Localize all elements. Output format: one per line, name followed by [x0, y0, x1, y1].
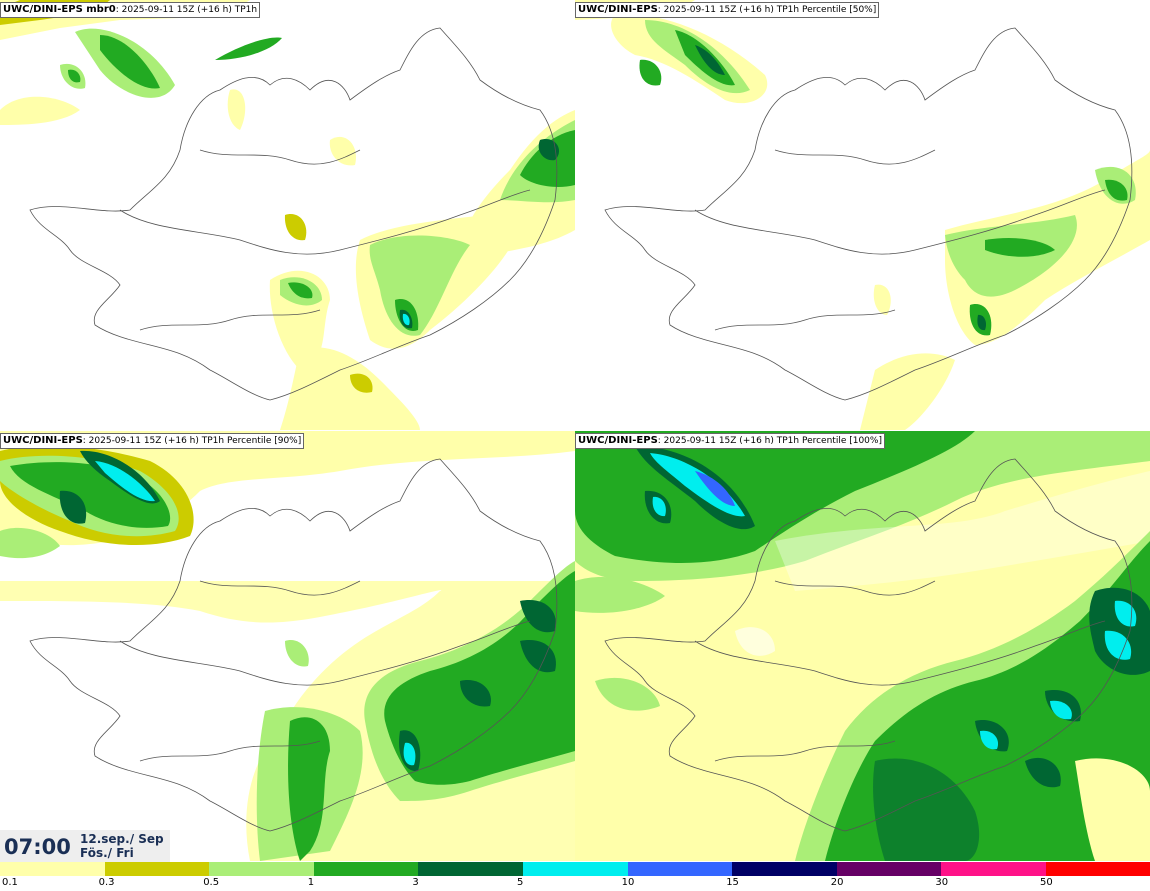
- colorbar-tick-label: 50: [1040, 877, 1053, 888]
- iceland-coastline: [29, 27, 558, 401]
- colorbar-tick-label: 0.1: [2, 877, 18, 888]
- colorbar-segment: [523, 862, 629, 876]
- colorbar-segment: [418, 862, 524, 876]
- panel-title: UWC/DINI-EPS: 2025-09-11 15Z (+16 h) TP1…: [575, 2, 880, 18]
- colorbar-tick-label: 15: [726, 877, 739, 888]
- valid-day: Fös./ Fri: [80, 846, 134, 860]
- colorbar-segment: [627, 862, 734, 876]
- panel-title: UWC/DINI-EPS mbr0: 2025-09-11 15Z (+16 h…: [0, 2, 261, 18]
- panel-title: UWC/DINI-EPS: 2025-09-11 15Z (+16 h) TP1…: [0, 433, 305, 449]
- precip-field: [575, 431, 1150, 861]
- panel-title: UWC/DINI-EPS: 2025-09-11 15Z (+16 h) TP1…: [575, 433, 885, 449]
- colorbar-segment: [941, 862, 1047, 876]
- precip-field: [0, 0, 575, 430]
- map-panel-p100: UWC/DINI-EPS: 2025-09-11 15Z (+16 h) TP1…: [575, 431, 1150, 861]
- colorbar-tick-label: 10: [621, 877, 635, 888]
- colorbar-tick-label: 5: [517, 877, 524, 888]
- map-panel-mbr0: UWC/DINI-EPS mbr0: 2025-09-11 15Z (+16 h…: [0, 0, 575, 430]
- colorbar-segment: [732, 862, 838, 876]
- valid-date: 12.sep./ Sep: [80, 832, 164, 846]
- precip-field: [575, 0, 1150, 430]
- iceland-coastline: [604, 458, 1133, 832]
- colorbar-tick-label: 0.5: [203, 877, 220, 888]
- colorbar-segment: [836, 862, 943, 876]
- colorbar-segment: [104, 862, 211, 876]
- precip-map: [0, 0, 575, 430]
- map-panel-p50: UWC/DINI-EPS: 2025-09-11 15Z (+16 h) TP1…: [575, 0, 1150, 430]
- precip-field: [0, 431, 575, 861]
- map-panel-p90: UWC/DINI-EPS: 2025-09-11 15Z (+16 h) TP1…: [0, 431, 575, 861]
- colorbar-tick-label: 30: [935, 877, 949, 888]
- precip-map: [575, 431, 1150, 861]
- iceland-coastline: [29, 458, 558, 832]
- colorbar-tick-label: 20: [830, 877, 844, 888]
- colorbar-tick-label: 3: [412, 877, 419, 888]
- precip-map: [0, 431, 575, 861]
- colorbar-tick-label: 0.3: [98, 877, 115, 888]
- colorbar-segment: [0, 862, 106, 876]
- colorbar-segment: [209, 862, 315, 876]
- valid-time-box: 07:00 12.sep./ Sep Fös./ Fri: [0, 830, 170, 863]
- colorbar-tick-label: 1: [307, 877, 315, 888]
- precip-map: [575, 0, 1150, 430]
- iceland-coastline: [604, 27, 1133, 401]
- colorbar-ticks: 0.1 0.3 0.5 1 3 5 10 15 20 30 50: [0, 877, 1150, 891]
- colorbar-segment: [1046, 862, 1150, 876]
- valid-time: 07:00: [4, 835, 71, 859]
- colorbar-legend: [0, 862, 1150, 876]
- colorbar-segment: [313, 862, 420, 876]
